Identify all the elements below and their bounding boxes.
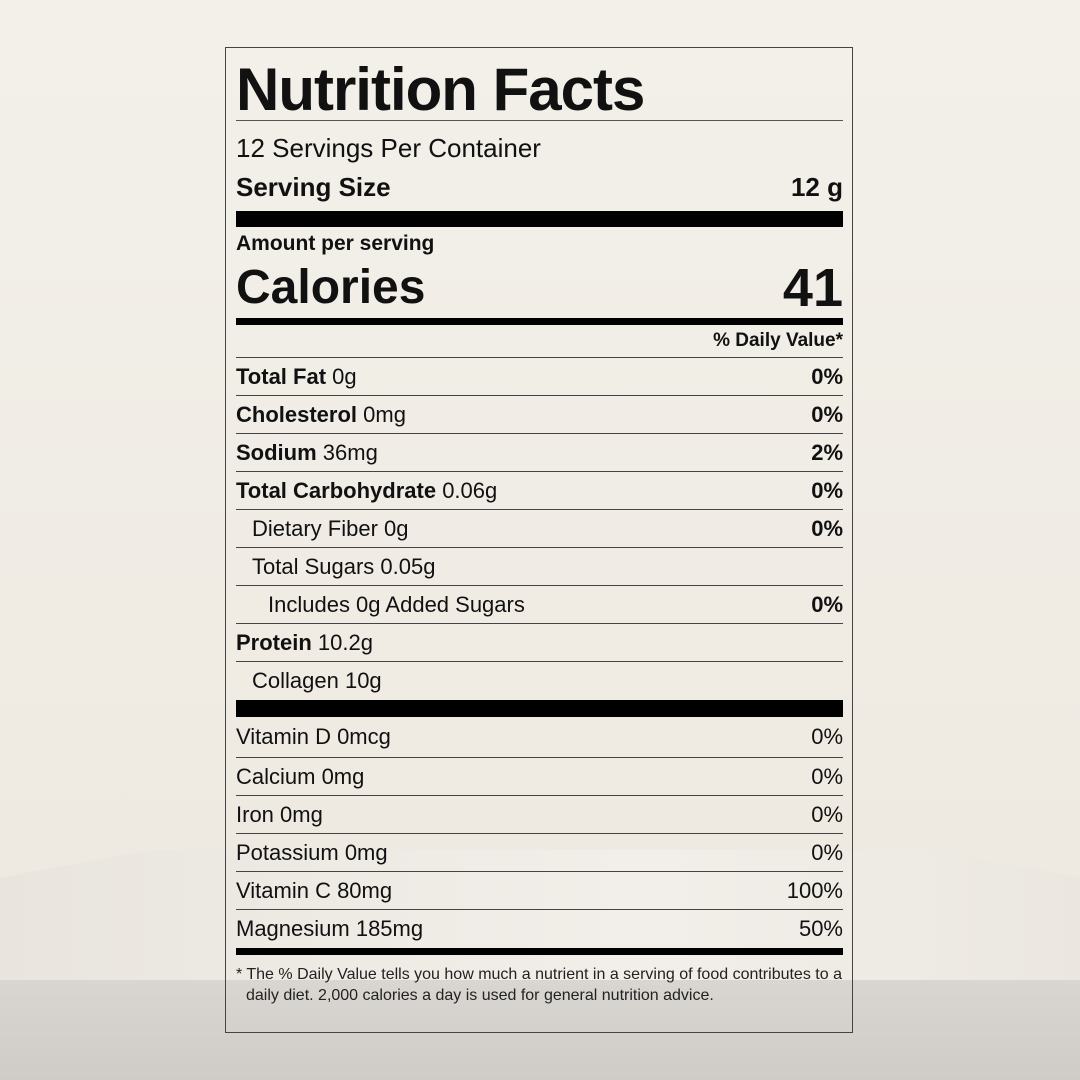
servings-per-container: 12 Servings Per Container (236, 133, 541, 163)
nutrient-row: Total Fat 0g 0% (236, 358, 843, 396)
serving-size-value: 12 g (790, 171, 843, 202)
label-title: Nutrition Facts (236, 48, 843, 123)
daily-value-header: % Daily Value* (236, 325, 843, 358)
nutrient-row: Includes 0g Added Sugars 0% (236, 586, 843, 624)
vitamin-row: Vitamin D 0mcg 0% (236, 717, 843, 758)
vitamin-row: Magnesium 185mg 50% (236, 910, 843, 948)
nutrient-dv: 0% (811, 477, 843, 503)
vitamin-name: Iron 0mg (236, 801, 323, 827)
nutrient-row: Protein 10.2g (236, 624, 843, 662)
vitamin-dv: 50% (798, 916, 843, 941)
vitamin-row: Potassium 0mg 0% (236, 834, 843, 872)
nutrient-amount: 36mg (322, 439, 378, 465)
nutrient-name: Includes 0g Added Sugars (268, 591, 525, 617)
nutrient-name: Total Carbohydrate (236, 477, 437, 503)
nutrient-row: Collagen 10g (236, 662, 843, 700)
medium-divider (236, 948, 843, 955)
serving-size-row: Serving Size 12 g (236, 163, 843, 211)
vitamin-dv: 0% (811, 724, 843, 749)
medium-divider (236, 318, 843, 325)
nutrient-row: Total Sugars 0.05g (236, 548, 843, 586)
vitamin-dv: 0% (811, 763, 843, 789)
nutrient-row: Sodium 36mg 2% (236, 434, 843, 472)
serving-size-label: Serving Size (236, 171, 391, 202)
vitamin-name: Potassium 0mg (236, 839, 388, 865)
thick-divider (236, 211, 843, 227)
calories-row: Calories 41 (236, 257, 843, 318)
counter-front (0, 980, 1080, 1080)
vitamin-name: Magnesium 185mg (236, 916, 424, 941)
nutrient-row: Total Carbohydrate 0.06g 0% (236, 472, 843, 510)
nutrient-name: Cholesterol (236, 401, 358, 427)
vitamin-row: Vitamin C 80mg 100% (236, 872, 843, 910)
nutrient-dv: 0% (811, 401, 843, 427)
nutrient-amount: 0mg (363, 401, 406, 427)
vitamin-row: Iron 0mg 0% (236, 796, 843, 834)
nutrient-dv: 0% (811, 591, 843, 617)
amount-per-serving: Amount per serving (236, 232, 435, 255)
nutrient-name: Collagen 10g (252, 668, 382, 693)
vitamin-dv: 0% (811, 839, 843, 865)
nutrient-dv: 0% (811, 515, 843, 541)
vitamin-name: Vitamin C 80mg (236, 877, 393, 903)
vitamin-name: Calcium 0mg (236, 763, 365, 789)
vitamin-dv: 0% (811, 801, 843, 827)
nutrient-dv: 2% (811, 439, 843, 465)
nutrition-facts-label: Nutrition Facts 12 Servings Per Containe… (225, 47, 853, 1033)
nutrient-amount: 0g (332, 363, 357, 389)
thick-divider (236, 700, 843, 717)
footnote-text: * The % Daily Value tells you how much a… (236, 966, 842, 1004)
nutrient-name: Sodium (236, 439, 317, 465)
nutrient-dv: 0% (811, 363, 843, 389)
nutrient-row: Dietary Fiber 0g 0% (236, 510, 843, 548)
nutrient-row: Cholesterol 0mg 0% (236, 396, 843, 434)
vitamin-row: Calcium 0mg 0% (236, 758, 843, 796)
nutrient-amount: 0.06g (442, 477, 498, 503)
calories-label: Calories (236, 261, 426, 314)
nutrient-name: Dietary Fiber 0g (252, 515, 409, 541)
vitamin-name: Vitamin D 0mcg (236, 724, 391, 749)
footnote: * The % Daily Value tells you how much a… (236, 955, 843, 1006)
nutrient-name: Total Fat (236, 363, 327, 389)
vitamin-dv: 100% (786, 877, 843, 903)
nutrient-name: Total Sugars 0.05g (252, 553, 436, 579)
nutrient-amount: 10.2g (317, 629, 373, 655)
calories-value: 41 (782, 257, 843, 318)
nutrient-name: Protein (236, 629, 312, 655)
daily-value-header-text: % Daily Value* (713, 330, 843, 351)
